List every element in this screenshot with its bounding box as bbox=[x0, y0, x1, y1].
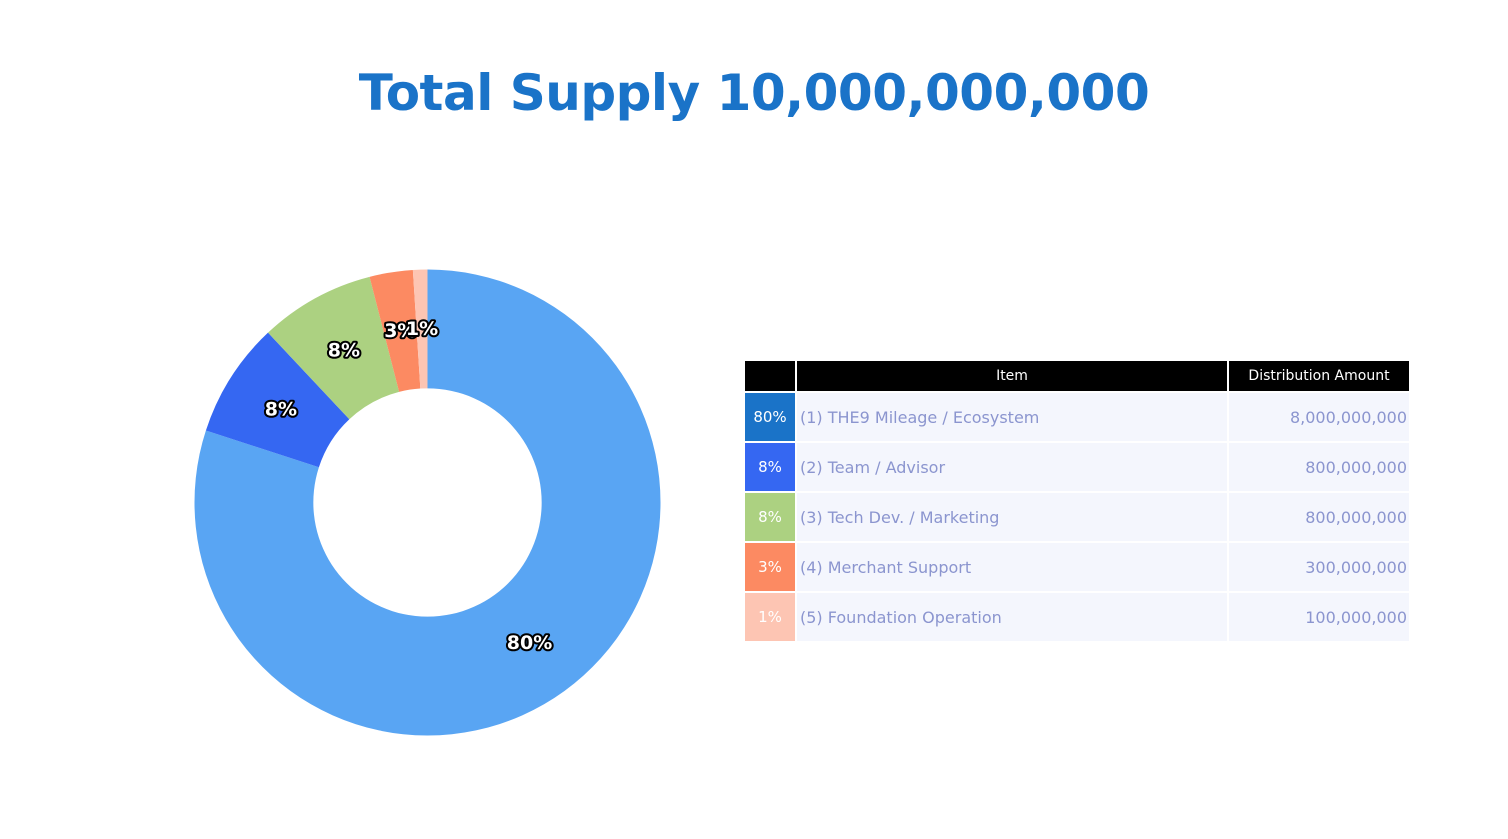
row-item: (2) Team / Advisor bbox=[795, 441, 1228, 492]
table-row: 8% (2) Team / Advisor 800,000,000 bbox=[745, 441, 1409, 492]
table-header-row: Item Distribution Amount bbox=[745, 361, 1409, 392]
row-pct: 8% bbox=[745, 491, 796, 542]
header-amount: Distribution Amount bbox=[1227, 361, 1409, 392]
slice-label-2-team-advisor: 8% bbox=[265, 398, 297, 420]
row-amount: 100,000,000 bbox=[1227, 591, 1409, 641]
slice-4-merchant-support bbox=[369, 269, 421, 392]
slice-label-1-the9-mileage-ecosystem: 80% bbox=[507, 632, 552, 654]
donut-chart: 80% 8% 8% 3%1% bbox=[194, 269, 661, 736]
row-amount: 800,000,000 bbox=[1227, 491, 1409, 542]
slice-label-5-foundation-operation: 1% bbox=[406, 318, 438, 340]
row-amount: 800,000,000 bbox=[1227, 441, 1409, 492]
donut-slices bbox=[194, 269, 661, 736]
row-item: (4) Merchant Support bbox=[795, 541, 1228, 592]
table-row: 3% (4) Merchant Support 300,000,000 bbox=[745, 541, 1409, 592]
row-pct: 3% bbox=[745, 541, 796, 592]
slice-label-4-merchant-support: 3% bbox=[384, 320, 416, 342]
row-item: (1) THE9 Mileage / Ecosystem bbox=[795, 391, 1228, 442]
header-item: Item bbox=[795, 361, 1228, 392]
row-item: (3) Tech Dev. / Marketing bbox=[795, 491, 1228, 542]
slice-2-team-advisor bbox=[205, 332, 350, 468]
table-row: 8% (3) Tech Dev. / Marketing 800,000,000 bbox=[745, 491, 1409, 542]
slice-1-the9-mileage-ecosystem bbox=[194, 269, 661, 736]
table-row: 1% (5) Foundation Operation 100,000,000 bbox=[745, 591, 1409, 641]
donut-labels: 80% 8% 8% 3%1% bbox=[263, 316, 554, 656]
row-pct: 8% bbox=[745, 441, 796, 492]
distribution-table: Item Distribution Amount 80% (1) THE9 Mi… bbox=[745, 361, 1409, 641]
slice-5-foundation-operation bbox=[412, 269, 428, 389]
row-item: (5) Foundation Operation bbox=[795, 591, 1228, 641]
table-row: 80% (1) THE9 Mileage / Ecosystem 8,000,0… bbox=[745, 391, 1409, 442]
row-amount: 300,000,000 bbox=[1227, 541, 1409, 592]
row-pct: 80% bbox=[745, 391, 796, 442]
row-amount: 8,000,000,000 bbox=[1227, 391, 1409, 442]
header-pct bbox=[745, 361, 796, 392]
slice-3-tech-dev-marketing bbox=[268, 276, 400, 420]
slice-label-3-tech-dev-marketing: 8% bbox=[328, 339, 360, 361]
row-pct: 1% bbox=[745, 591, 796, 641]
chart-title: Total Supply 10,000,000,000 bbox=[358, 64, 1150, 122]
